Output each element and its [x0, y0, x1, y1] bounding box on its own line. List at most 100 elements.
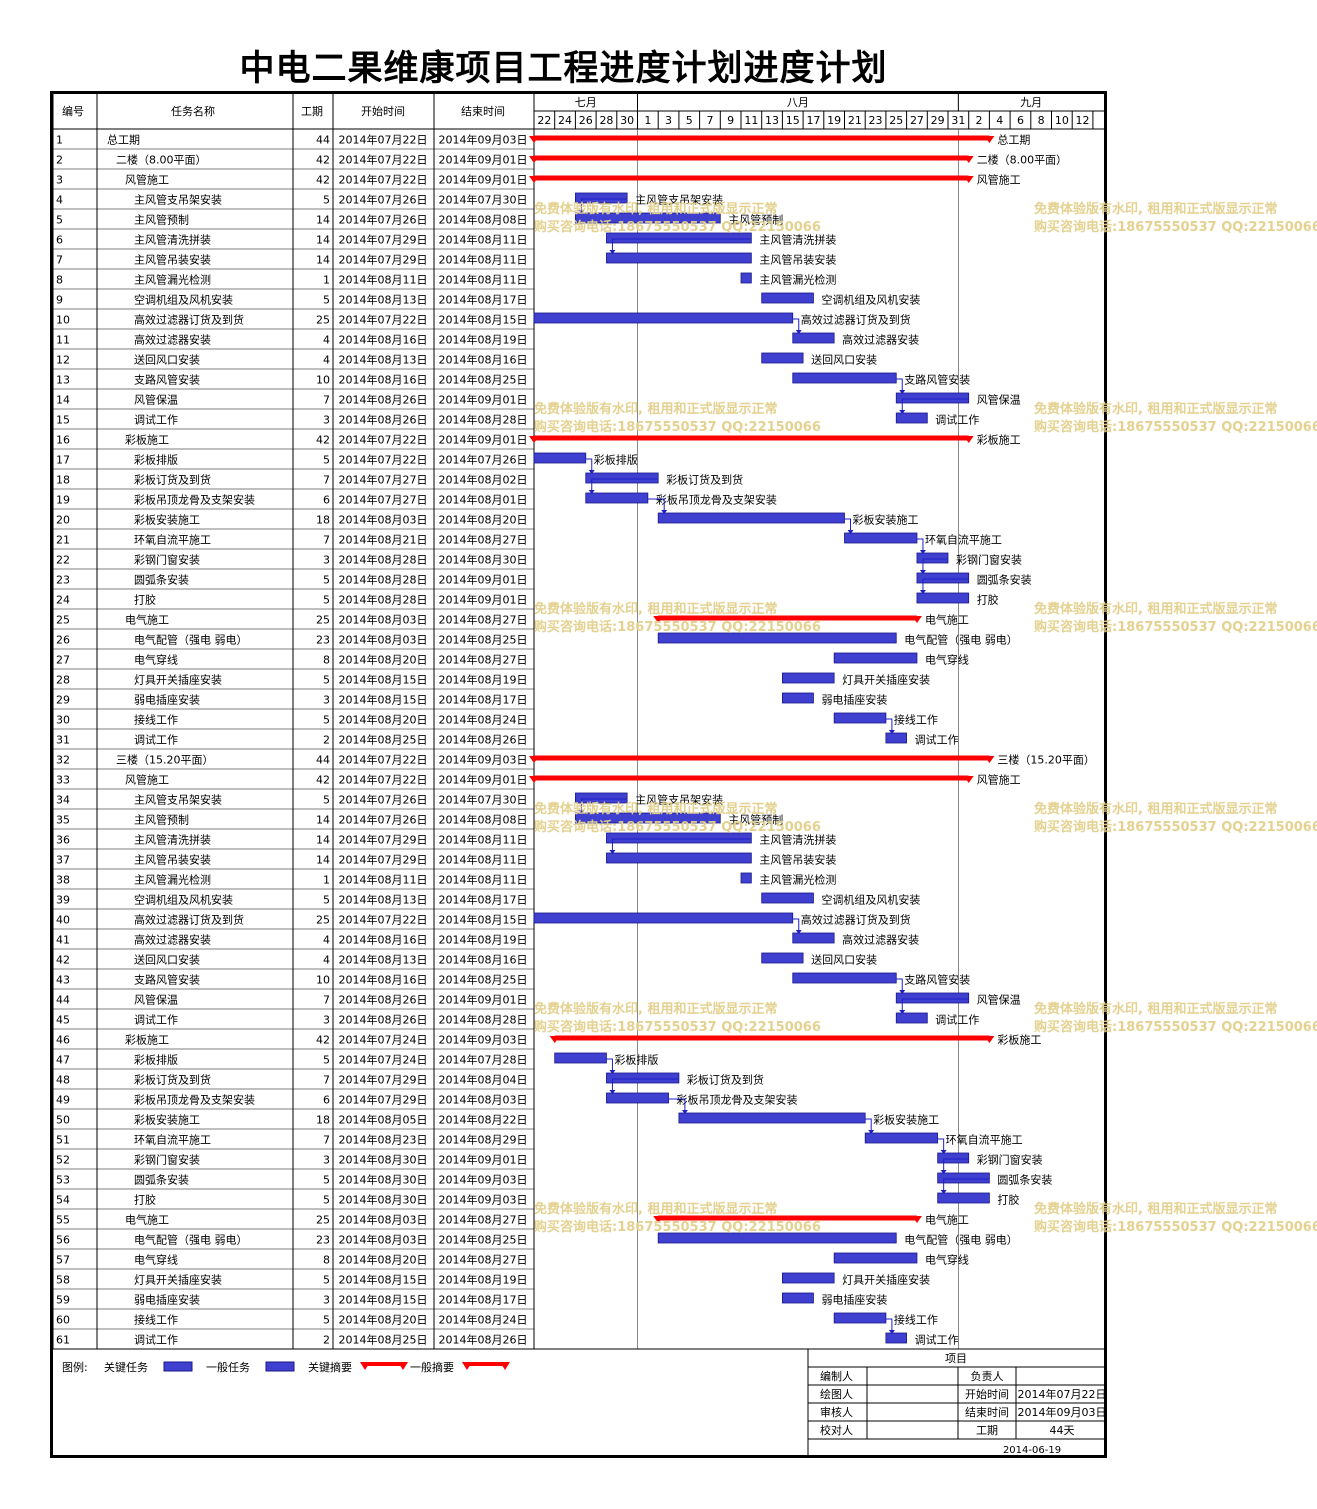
task-end: 2014年07月26日: [439, 453, 528, 467]
legend-critical-summary-label: 关键摘要: [308, 1360, 352, 1374]
legend-normal-task-swatch: [265, 1361, 295, 1372]
dependency-link: [611, 838, 752, 853]
task-end: 2014年08月27日: [439, 533, 528, 547]
bar-label: 风管保温: [977, 993, 1021, 1007]
task-duration: 42: [316, 1034, 330, 1047]
task-name: 调试工作: [134, 1334, 178, 1347]
task-name: 电气施工: [125, 1213, 169, 1227]
task-id: 14: [56, 394, 70, 407]
task-bar: [792, 332, 835, 344]
info-key: 编制人: [820, 1369, 853, 1383]
task-name: 主风管预制: [134, 813, 189, 827]
bar-label: 调试工作: [915, 1334, 959, 1347]
task-duration: 7: [323, 474, 330, 487]
day-tick-label: 7: [706, 114, 713, 127]
task-end: 2014年08月27日: [439, 1213, 528, 1227]
task-end: 2014年08月17日: [439, 293, 528, 307]
task-end: 2014年08月25日: [439, 633, 528, 647]
task-id: 42: [56, 954, 70, 967]
bar-label: 彩板吊顶龙骨及支架安装: [677, 1093, 798, 1107]
bar-label: 主风管支吊架安装: [635, 793, 723, 807]
task-bar: [606, 852, 752, 864]
task-name: 环氧自流平施工: [134, 1133, 211, 1147]
task-duration: 7: [323, 994, 330, 1007]
dependency-link: [844, 518, 851, 533]
task-end: 2014年08月11日: [439, 253, 528, 267]
task-name: 彩钢门窗安装: [134, 553, 200, 567]
header-id: 编号: [62, 104, 84, 118]
task-name: 风管施工: [125, 773, 169, 787]
task-id: 50: [56, 1114, 70, 1127]
task-duration: 44: [316, 134, 330, 147]
task-end: 2014年08月17日: [439, 893, 528, 907]
bar-label: 接线工作: [894, 713, 938, 727]
task-end: 2014年08月25日: [439, 373, 528, 387]
task-name: 风管保温: [134, 993, 178, 1007]
task-id: 17: [56, 454, 70, 467]
task-id: 40: [56, 914, 70, 927]
dependency-arrow: [681, 1110, 688, 1114]
task-name: 主风管支吊架安装: [134, 193, 222, 207]
bar-label: 弱电插座安装: [821, 1293, 887, 1307]
summary-bar: [658, 615, 917, 621]
task-duration: 18: [316, 514, 330, 527]
dependency-arrow: [609, 1070, 616, 1074]
summary-end-marker: [963, 436, 974, 443]
bar-label: 电气配管（强电 弱电）: [904, 1233, 1018, 1247]
task-end: 2014年07月30日: [439, 793, 528, 807]
task-id: 39: [56, 894, 70, 907]
task-start: 2014年07月26日: [339, 793, 428, 807]
task-duration: 3: [323, 1014, 330, 1027]
task-duration: 1: [323, 874, 330, 887]
task-bar: [844, 532, 918, 544]
task-end: 2014年08月08日: [439, 813, 528, 827]
header-end: 结束时间: [461, 105, 505, 118]
watermark-line: 免费体验版有水印, 租用和正式版显示正常: [1034, 1002, 1278, 1017]
watermark: 免费体验版有水印, 租用和正式版显示正常 购买咨询电话:18675550537 Q…: [534, 1201, 821, 1237]
task-duration: 5: [323, 714, 330, 727]
task-start: 2014年07月29日: [339, 233, 428, 247]
task-bar: [782, 1292, 814, 1304]
summary-end-marker: [963, 156, 974, 163]
day-tick-label: 26: [579, 114, 593, 127]
task-name: 风管保温: [134, 393, 178, 407]
day-tick-label: 15: [786, 114, 800, 127]
legend-critical-task-swatch: [163, 1361, 193, 1372]
task-duration: 8: [323, 1254, 330, 1267]
task-id: 11: [56, 334, 70, 347]
watermark-line: 购买咨询电话:18675550537 QQ:22150066: [1034, 1020, 1317, 1035]
bar-label: 三楼（15.20平面）: [997, 753, 1095, 767]
task-bar: [533, 452, 587, 464]
day-tick-label: 2: [976, 114, 983, 127]
task-bar: [585, 472, 659, 484]
task-name: 环氧自流平施工: [134, 533, 211, 547]
summary-bar: [534, 435, 969, 441]
task-id: 18: [56, 474, 70, 487]
task-end: 2014年09月03日: [439, 1193, 528, 1207]
task-id: 54: [56, 1194, 70, 1207]
task-bar: [761, 352, 804, 364]
info-key: 负责人: [971, 1369, 1004, 1383]
task-duration: 5: [323, 794, 330, 807]
bar-label: 调试工作: [935, 1014, 979, 1027]
task-start: 2014年08月30日: [339, 1173, 428, 1187]
task-id: 22: [56, 554, 70, 567]
legend-summary-marker: [398, 1362, 408, 1370]
bar-label: 彩板订货及到货: [666, 473, 743, 487]
summary-end-marker: [984, 136, 995, 143]
legend-label: 图例:: [62, 1360, 88, 1374]
summary-end-marker: [984, 756, 995, 763]
watermark-line: 免费体验版有水印, 租用和正式版显示正常: [1034, 402, 1278, 417]
bar-label: 主风管吊装安装: [759, 253, 836, 267]
task-duration: 10: [316, 374, 330, 387]
info-key: 审核人: [820, 1405, 853, 1419]
watermark: 免费体验版有水印, 租用和正式版显示正常 购买咨询电话:18675550537 Q…: [1034, 401, 1317, 437]
dependency-link: [668, 1098, 686, 1113]
legend-summary-marker: [360, 1362, 370, 1370]
task-duration: 2: [323, 1334, 330, 1347]
day-tick-label: 6: [1017, 114, 1024, 127]
task-name: 三楼（15.20平面）: [116, 753, 214, 767]
task-start: 2014年08月15日: [339, 1273, 428, 1287]
task-start: 2014年08月28日: [339, 573, 428, 587]
bar-label: 弱电插座安装: [821, 693, 887, 707]
